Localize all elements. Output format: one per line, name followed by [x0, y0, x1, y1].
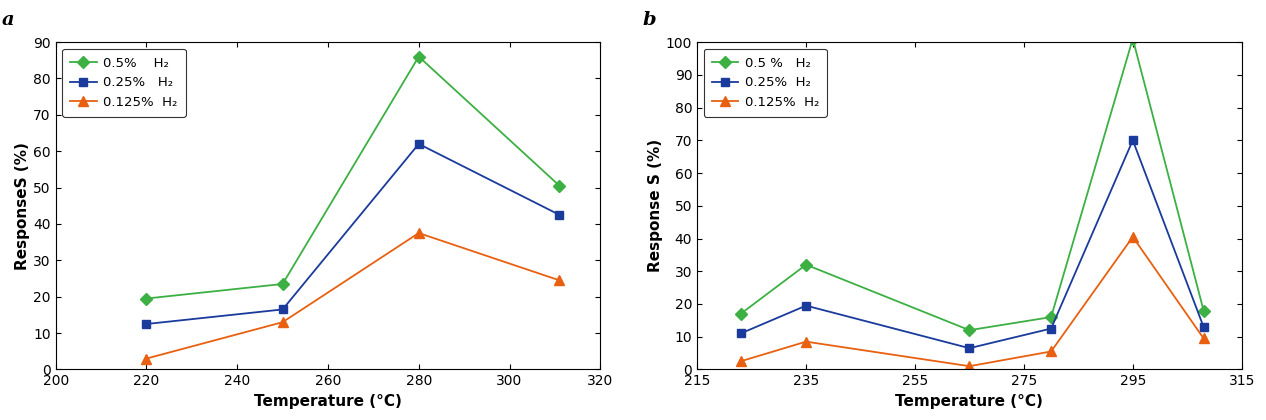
0.5 %   H₂ — [962, 328, 977, 333]
0.5%    H₂ — [275, 281, 290, 286]
0.5%    H₂ — [552, 183, 567, 188]
X-axis label: Temperature (°C): Temperature (°C) — [254, 394, 401, 409]
0.125%  H₂ — [275, 320, 290, 325]
Legend: 0.5%    H₂, 0.25%   H₂, 0.125%  H₂: 0.5% H₂, 0.25% H₂, 0.125% H₂ — [62, 49, 186, 117]
0.125%  H₂ — [799, 339, 814, 344]
0.5%    H₂ — [411, 54, 427, 59]
0.5 %   H₂ — [799, 262, 814, 267]
0.25%   H₂ — [552, 213, 567, 218]
0.25%  H₂ — [733, 331, 748, 336]
0.5 %   H₂ — [1125, 36, 1141, 41]
0.25%  H₂ — [1125, 138, 1141, 143]
0.25%   H₂ — [411, 142, 427, 147]
Line: 0.125%  H₂: 0.125% H₂ — [142, 228, 565, 363]
0.25%   H₂ — [275, 307, 290, 312]
0.25%  H₂ — [1196, 324, 1212, 329]
Text: b: b — [643, 11, 656, 29]
0.25%  H₂ — [799, 303, 814, 308]
0.125%  H₂ — [1196, 336, 1212, 341]
0.5%    H₂ — [139, 296, 154, 301]
Line: 0.5 %   H₂: 0.5 % H₂ — [737, 34, 1208, 334]
0.125%  H₂ — [1125, 234, 1141, 239]
Text: a: a — [1, 11, 14, 29]
0.25%  H₂ — [1043, 326, 1058, 331]
X-axis label: Temperature (°C): Temperature (°C) — [895, 394, 1043, 409]
0.25%   H₂ — [139, 321, 154, 326]
Line: 0.125%  H₂: 0.125% H₂ — [736, 232, 1209, 371]
0.25%  H₂ — [962, 346, 977, 351]
Line: 0.25%  H₂: 0.25% H₂ — [737, 136, 1208, 352]
0.125%  H₂ — [962, 364, 977, 369]
0.125%  H₂ — [411, 231, 427, 236]
0.5 %   H₂ — [733, 311, 748, 316]
0.5 %   H₂ — [1043, 315, 1058, 320]
Line: 0.5%    H₂: 0.5% H₂ — [142, 52, 563, 303]
Y-axis label: ResponseS (%): ResponseS (%) — [15, 142, 30, 270]
Legend: 0.5 %   H₂, 0.25%  H₂, 0.125%  H₂: 0.5 % H₂, 0.25% H₂, 0.125% H₂ — [704, 49, 827, 117]
0.125%  H₂ — [139, 356, 154, 361]
0.125%  H₂ — [1043, 349, 1058, 354]
0.5 %   H₂ — [1196, 308, 1212, 313]
0.125%  H₂ — [552, 278, 567, 283]
0.125%  H₂ — [733, 359, 748, 364]
Line: 0.25%   H₂: 0.25% H₂ — [142, 140, 563, 328]
Y-axis label: Response S (%): Response S (%) — [648, 139, 663, 272]
